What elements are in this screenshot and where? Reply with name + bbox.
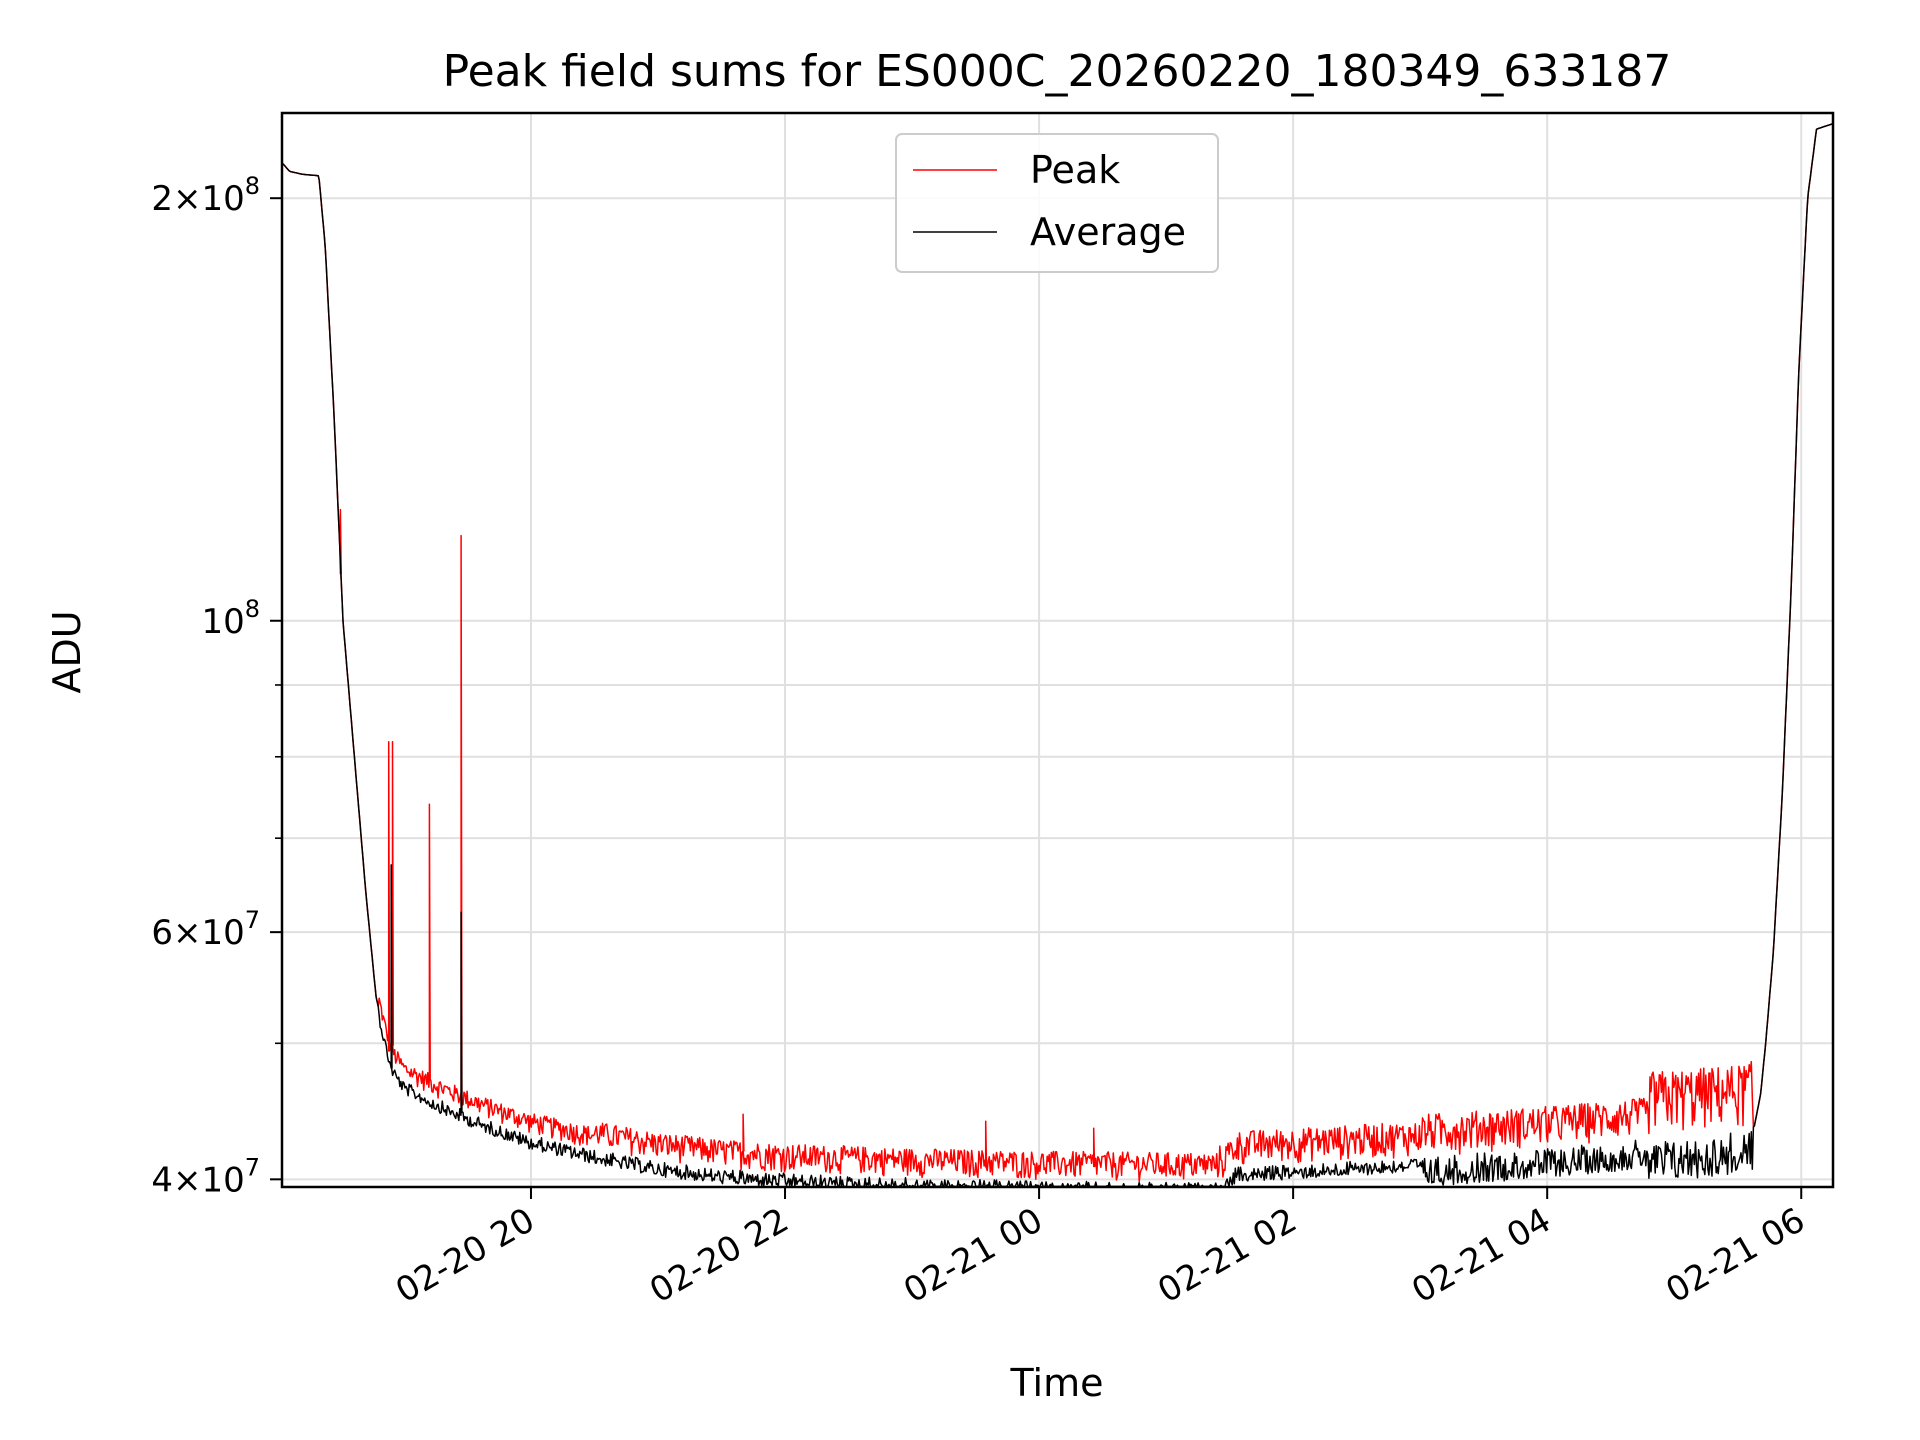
- legend-box: [895, 133, 1219, 273]
- series-line-peak: [281, 122, 1834, 1183]
- y-tick-label: 4×107: [151, 1153, 260, 1200]
- y-tick-label: 6×107: [151, 906, 260, 953]
- legend: Peak Average: [895, 133, 1219, 273]
- plot-frame: [280, 111, 1835, 1189]
- legend-label-average: Average: [1030, 210, 1186, 254]
- grid-lines: [282, 113, 1833, 1187]
- chart-title: Peak field sums for ES000C_20260220_1803…: [443, 46, 1672, 97]
- y-axis-label: ADU: [45, 610, 89, 693]
- legend-label-peak: Peak: [1030, 148, 1120, 192]
- y-tick-label: 108: [201, 595, 260, 642]
- x-axis-label: Time: [1010, 1361, 1104, 1405]
- y-tick-label: 2×108: [151, 172, 260, 219]
